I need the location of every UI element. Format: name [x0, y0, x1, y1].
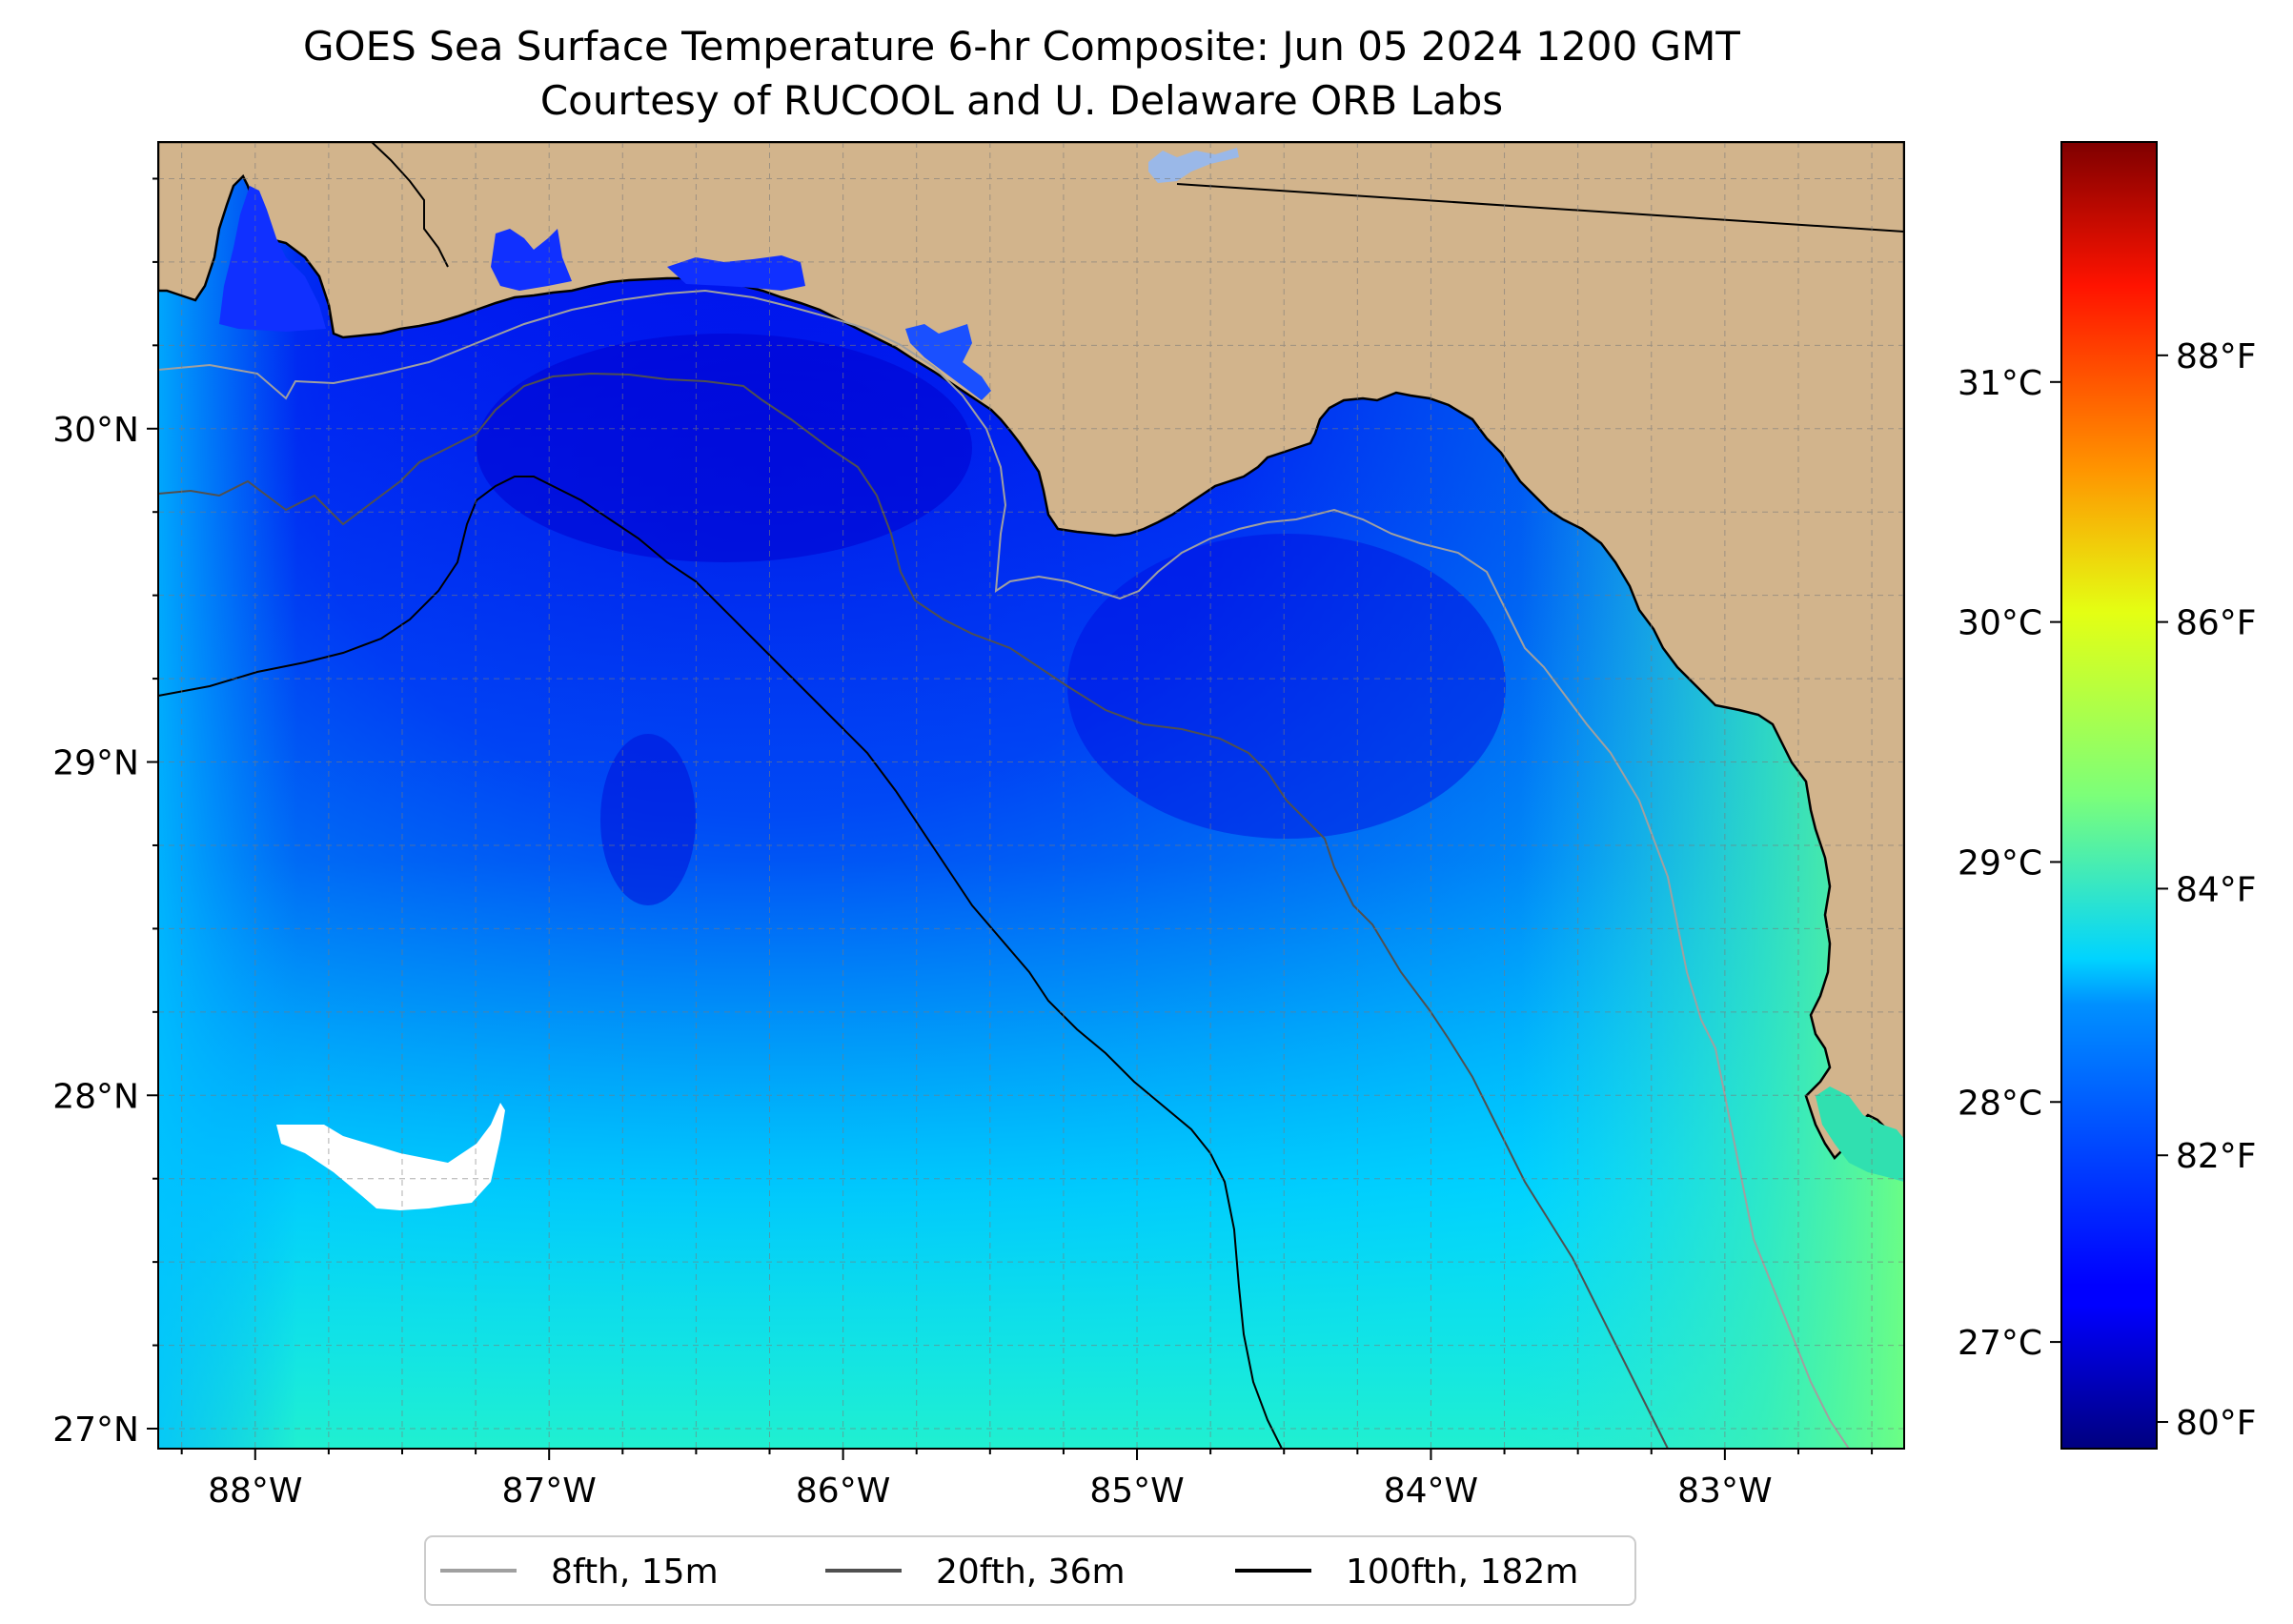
lon-axis: 88°W 87°W 86°W 85°W 84°W 83°W — [180, 1449, 1874, 1511]
colorbar-f-label: 82°F — [2176, 1137, 2257, 1176]
isobath-legend: 8fth, 15m 20fth, 36m 100fth, 182m — [424, 1535, 1636, 1606]
title-line-2: Courtesy of RUCOOL and U. Delaware ORB L… — [540, 77, 1503, 124]
colorbar-f-label: 84°F — [2176, 870, 2257, 909]
legend-label: 100fth, 182m — [1346, 1553, 1578, 1592]
isobath-20fth-line — [158, 372, 1669, 1449]
colorbar-f-label: 86°F — [2176, 604, 2257, 643]
colorbar-celsius-axis: 27°C 28°C 29°C 30°C 31°C — [1958, 364, 2061, 1363]
legend-label: 20fth, 36m — [936, 1553, 1126, 1592]
choctaw-bay — [667, 255, 805, 291]
lon-tick-label: 84°W — [1384, 1472, 1478, 1511]
lon-tick-label: 88°W — [208, 1472, 302, 1511]
lat-tick-label: 29°N — [52, 744, 139, 783]
pensacola-bay — [491, 229, 572, 291]
cloud-mask — [276, 1103, 505, 1210]
lon-tick-label: 83°W — [1677, 1472, 1772, 1511]
lon-tick-label: 86°W — [796, 1472, 890, 1511]
colorbar-c-label: 29°C — [1958, 843, 2042, 883]
colorbar-c-label: 30°C — [1958, 604, 2042, 643]
lat-tick-label: 27°N — [52, 1411, 139, 1450]
colorbar-f-label: 80°F — [2176, 1404, 2257, 1443]
tampa-bay — [1816, 1086, 1904, 1182]
colorbar-c-label: 28°C — [1958, 1084, 2042, 1123]
colorbar-c-label: 27°C — [1958, 1324, 2042, 1363]
colorbar-fahrenheit-axis: 80°F 82°F 84°F 86°F 88°F — [2157, 337, 2257, 1443]
legend-box — [424, 1535, 1636, 1606]
lon-tick-label: 85°W — [1089, 1472, 1184, 1511]
land-mass — [158, 142, 1904, 1160]
isobath-8fth-line — [158, 289, 1850, 1449]
title-line-1: GOES Sea Surface Temperature 6-hr Compos… — [303, 23, 1740, 70]
sst-cold-core-2 — [1067, 534, 1506, 839]
lat-tick-label: 28°N — [52, 1077, 139, 1116]
map-frame — [157, 141, 1905, 1450]
mobile-bay — [219, 186, 326, 332]
lon-tick-label: 87°W — [501, 1472, 596, 1511]
sst-cold-tongue — [600, 734, 696, 905]
isobath-100fth-line — [158, 476, 1283, 1449]
colorbar — [2060, 141, 2158, 1450]
state-border-al-fl — [371, 142, 449, 268]
sst-cold-core — [477, 334, 972, 562]
isobaths — [158, 289, 1850, 1449]
st-andrew-bay — [905, 324, 991, 400]
state-border-ga-fl — [1176, 183, 1904, 233]
colorbar-c-label: 31°C — [1958, 364, 2042, 403]
map-panel — [158, 142, 1904, 1449]
lat-axis: 27°N 28°N 29°N 30°N — [52, 177, 158, 1450]
legend-label: 8fth, 15m — [551, 1553, 719, 1592]
colorbar-f-label: 88°F — [2176, 337, 2257, 376]
gridlines — [158, 142, 1904, 1449]
lake — [1148, 148, 1239, 183]
lat-tick-label: 30°N — [52, 411, 139, 450]
